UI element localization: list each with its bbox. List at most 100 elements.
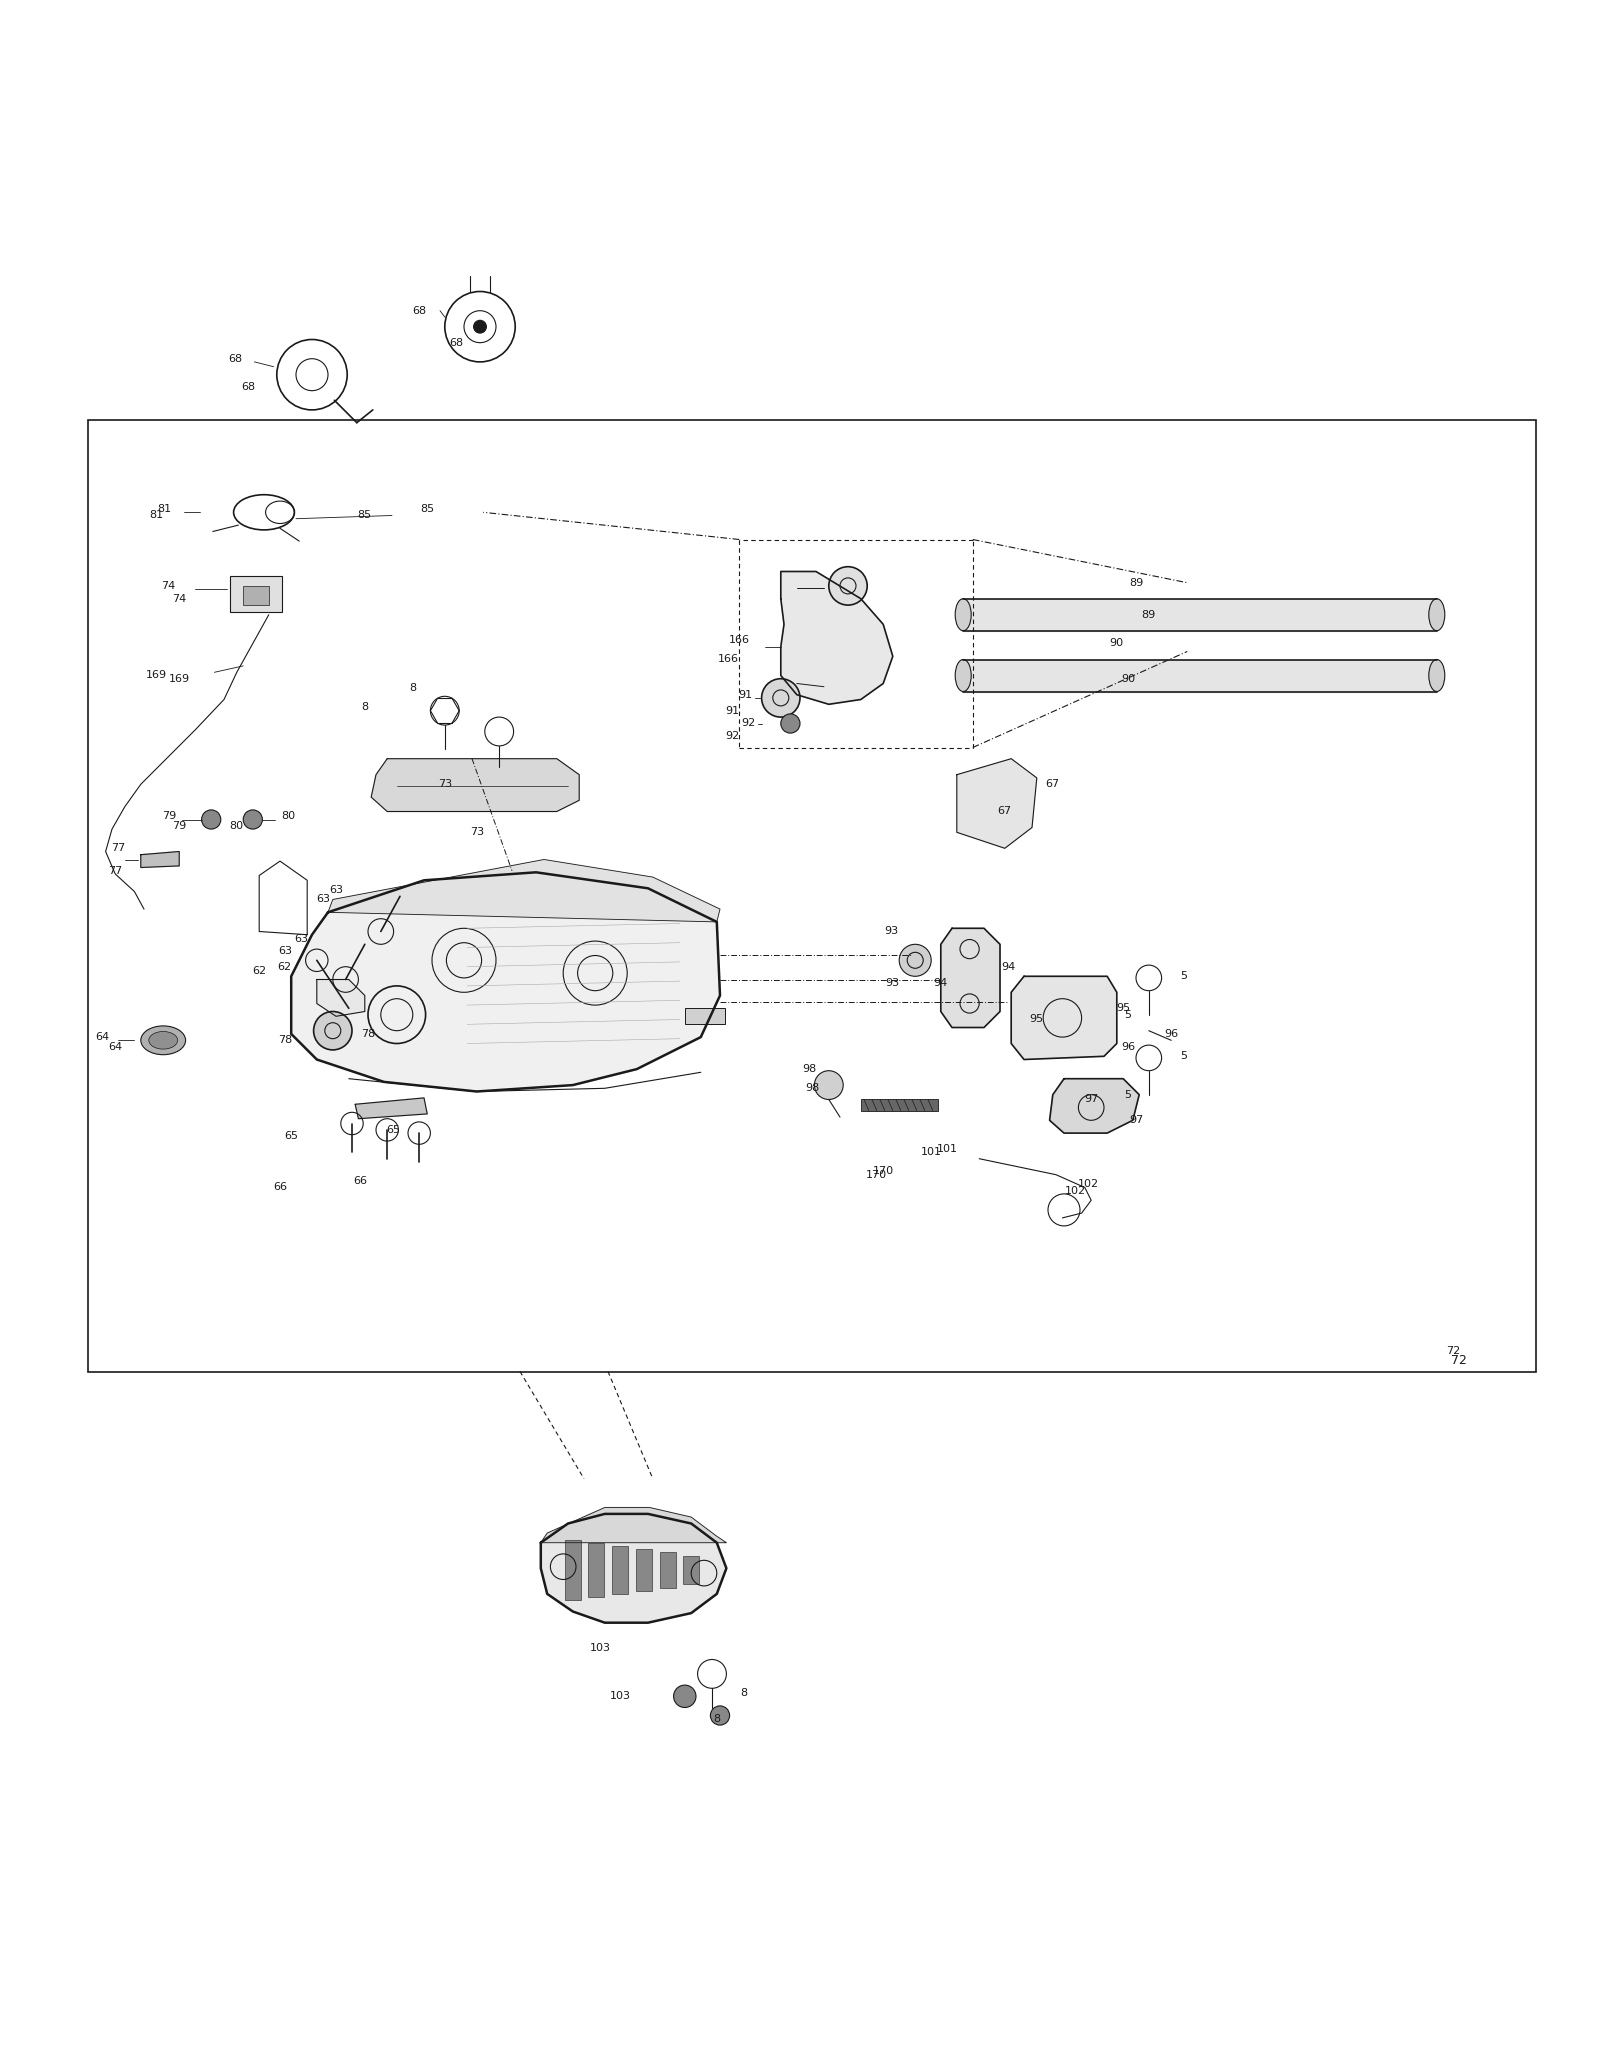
Circle shape [762,678,800,717]
Text: 98: 98 [806,1083,819,1093]
Text: 101: 101 [920,1147,942,1157]
Ellipse shape [1429,660,1445,690]
Text: 67: 67 [1046,779,1059,789]
Text: 8: 8 [741,1687,747,1697]
Polygon shape [141,851,179,867]
Text: 90: 90 [1110,639,1123,649]
Text: 93: 93 [886,978,899,988]
Text: 8: 8 [362,703,368,713]
Text: 94: 94 [934,978,947,988]
Text: 67: 67 [998,806,1011,816]
Circle shape [829,567,867,604]
Text: 65: 65 [285,1132,298,1141]
Bar [861,1099,938,1110]
Text: 91: 91 [739,690,752,699]
Circle shape [474,321,486,333]
Text: 63: 63 [330,886,342,894]
Text: 101: 101 [936,1145,958,1155]
Text: 78: 78 [362,1030,374,1040]
Text: 85: 85 [421,503,434,514]
Text: 63: 63 [278,945,291,956]
Text: 77: 77 [112,843,125,853]
Text: 68: 68 [229,353,242,364]
Bar [565,1539,581,1601]
Text: 68: 68 [450,337,462,347]
Circle shape [899,945,931,976]
Text: 73: 73 [470,828,483,836]
Circle shape [202,810,221,828]
Text: 89: 89 [1142,610,1155,621]
Text: 102: 102 [1064,1186,1086,1196]
Text: 8: 8 [714,1714,720,1724]
Text: 94: 94 [1002,962,1014,972]
Text: 68: 68 [413,306,426,316]
Circle shape [710,1706,730,1724]
Ellipse shape [955,660,971,690]
Text: 5: 5 [1125,1009,1131,1019]
Text: 95: 95 [1117,1003,1130,1013]
Circle shape [243,810,262,828]
Polygon shape [781,571,893,705]
Text: 64: 64 [96,1032,109,1042]
Circle shape [674,1685,696,1708]
Text: 96: 96 [1165,1030,1178,1040]
Text: 5: 5 [1181,972,1187,982]
Bar [243,586,269,604]
Polygon shape [1050,1079,1139,1132]
Text: 89: 89 [1130,577,1142,588]
Polygon shape [541,1508,726,1543]
Text: 93: 93 [885,927,898,937]
Text: 79: 79 [163,812,176,822]
Text: 90: 90 [1122,674,1134,684]
Text: 62: 62 [278,962,291,972]
Ellipse shape [955,598,971,631]
Text: 73: 73 [438,779,451,789]
Polygon shape [371,758,579,812]
Text: 66: 66 [354,1175,366,1186]
Text: 169: 169 [168,674,190,684]
Text: 63: 63 [294,935,307,945]
Circle shape [814,1071,843,1099]
Ellipse shape [149,1032,178,1050]
Bar [230,575,282,612]
Text: 66: 66 [274,1182,286,1192]
Text: 81: 81 [158,503,171,514]
Text: 169: 169 [146,670,168,680]
Bar [613,1545,629,1595]
Polygon shape [355,1097,427,1118]
Polygon shape [1011,976,1117,1060]
Text: 103: 103 [610,1691,632,1702]
Text: 98: 98 [803,1064,816,1075]
Bar [88,419,1536,1371]
Text: 74: 74 [162,582,174,592]
Bar [635,1549,651,1591]
Text: 72: 72 [1451,1354,1467,1367]
Polygon shape [963,660,1437,690]
Text: 5: 5 [1181,1052,1187,1060]
Text: 8: 8 [410,684,416,693]
Text: 74: 74 [173,594,186,604]
Text: 72: 72 [1446,1346,1459,1356]
Text: 170: 170 [872,1167,894,1178]
Text: 95: 95 [1030,1015,1043,1025]
Circle shape [781,713,800,734]
Text: 68: 68 [242,382,254,393]
Polygon shape [941,929,1000,1028]
Text: 170: 170 [866,1169,888,1180]
Text: 81: 81 [150,510,163,520]
Text: 64: 64 [109,1042,122,1052]
Ellipse shape [141,1025,186,1054]
Text: 78: 78 [278,1036,291,1046]
Text: 97: 97 [1085,1095,1098,1104]
Polygon shape [541,1515,726,1623]
Text: 62: 62 [253,966,266,976]
Bar [685,1009,725,1023]
Text: 77: 77 [109,865,122,875]
Text: 79: 79 [173,820,186,830]
Polygon shape [317,980,365,1017]
Text: 166: 166 [717,653,739,664]
Text: 91: 91 [726,705,739,715]
Bar [589,1543,605,1597]
Text: 102: 102 [1077,1180,1099,1190]
Text: 65: 65 [387,1124,400,1134]
